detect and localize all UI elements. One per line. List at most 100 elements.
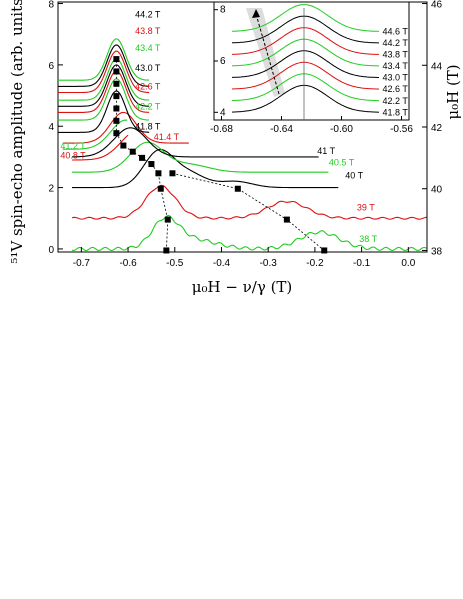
peak-marker-1 bbox=[164, 216, 171, 223]
peak-marker-13 bbox=[113, 80, 120, 87]
spectrum-line-44-2-T bbox=[58, 44, 150, 87]
y-tick-label-2: 4 bbox=[48, 122, 54, 133]
y-axis-title: ⁵¹V spin-echo amplitude (arb. units) bbox=[8, 0, 26, 264]
inset-spectrum-line-3 bbox=[232, 50, 379, 78]
inset-series-group bbox=[231, 4, 380, 113]
series-label-11: 43.0 T bbox=[135, 63, 161, 73]
series-label-8: 41.8 T bbox=[135, 121, 161, 131]
spectrum-line-41-T bbox=[71, 127, 319, 158]
inset-series-label-5: 43.8 T bbox=[383, 50, 409, 60]
y-tick-label-1: 2 bbox=[48, 184, 54, 195]
y-tick-label-3: 6 bbox=[48, 61, 54, 72]
inset-plot: 41.8 T42.2 T 42.6 T43.0 T 43.4 T43.8 T 44.2… bbox=[210, 1, 413, 135]
x-tick-label-0: -0.7 bbox=[73, 258, 91, 269]
peak-marker-18 bbox=[321, 247, 328, 254]
peak-marker-3 bbox=[155, 170, 162, 177]
y2-tick-label-3: 44 bbox=[431, 61, 443, 72]
peak-marker-4 bbox=[169, 170, 176, 177]
inset-series-label-0: 41.8 T bbox=[383, 107, 409, 117]
inset-spectrum-line-0 bbox=[231, 84, 380, 113]
y2-tick-label-0: 38 bbox=[431, 246, 443, 257]
y2-tick-label-4: 46 bbox=[431, 0, 443, 11]
x-tick-label-7: 0.0 bbox=[401, 258, 415, 269]
series-labels: 38 T 39 T 40 T 40.5 T 40.8 T 41 T 41.2 T 41.4 T… bbox=[60, 0, 377, 244]
inset-y-tick-label-2: 8 bbox=[220, 5, 226, 16]
peak-marker-10 bbox=[113, 117, 120, 124]
inset-series-label-7: 44.6 T bbox=[383, 27, 409, 37]
spectrum-line-42-6-T bbox=[58, 70, 150, 113]
series-label-2: 40 T bbox=[345, 170, 363, 180]
series-label-14: 44.2 T bbox=[135, 9, 161, 19]
x-axis-title: μ₀H − ν/γ (T) bbox=[192, 278, 293, 296]
y-tick-label-0: 0 bbox=[48, 245, 54, 256]
inset-x-tick-label-1: -0.64 bbox=[270, 124, 293, 135]
x-tick-label-5: -0.2 bbox=[306, 258, 324, 269]
inset-shift-arrow bbox=[252, 9, 280, 95]
y-axis-ticks: 0 2 4 6 8 bbox=[48, 0, 63, 256]
series-label-13: 43.8 T bbox=[135, 26, 161, 36]
series-label-7: 41.4 T bbox=[154, 132, 180, 142]
x-tick-label-4: -0.3 bbox=[260, 258, 278, 269]
inset-y-tick-label-0: 4 bbox=[220, 107, 226, 118]
inset-spectrum-line-7 bbox=[231, 4, 379, 32]
peak-markers bbox=[113, 56, 328, 254]
spectrum-line-40-5-T bbox=[72, 141, 329, 173]
spectrum-line-40-8-T bbox=[72, 134, 129, 161]
series-label-10: 42.6 T bbox=[135, 81, 161, 91]
spectrum-line-43-0-T bbox=[58, 64, 150, 107]
inset-y-tick-label-1: 6 bbox=[220, 56, 226, 67]
peak-marker-5 bbox=[148, 161, 155, 168]
peak-marker-0 bbox=[163, 247, 170, 254]
inset-series-label-1: 42.2 T bbox=[383, 96, 409, 106]
series-label-5: 41 T bbox=[317, 146, 335, 156]
x-tick-label-2: -0.5 bbox=[166, 258, 184, 269]
peak-marker-8 bbox=[120, 142, 127, 149]
spectrum-line-41-8-T bbox=[58, 90, 150, 133]
spectrum-line-42-2-T bbox=[58, 78, 150, 121]
peak-marker-2 bbox=[157, 185, 164, 192]
peak-marker-15 bbox=[113, 56, 120, 63]
inset-series-label-4: 43.4 T bbox=[383, 61, 409, 71]
peak-marker-17 bbox=[283, 216, 290, 223]
peak-marker-12 bbox=[113, 93, 120, 100]
marker-connector-1 bbox=[172, 172, 325, 251]
inset-spectrum-line-1 bbox=[232, 73, 379, 102]
y2-tick-label-2: 42 bbox=[431, 123, 443, 134]
inset-x-tick-label-2: -0.60 bbox=[330, 124, 353, 135]
spectrum-line-41-4-T bbox=[62, 111, 189, 144]
inset-series-label-6: 44.2 T bbox=[383, 38, 409, 48]
inset-spectrum-line-2 bbox=[231, 61, 380, 90]
series-label-0: 38 T bbox=[359, 234, 377, 244]
series-label-9: 42.2 T bbox=[135, 101, 161, 111]
peak-marker-7 bbox=[129, 148, 136, 155]
x-axis-ticks: -0.7 -0.6 -0.5 -0.4 -0.3 -0.2 -0.1 0.0 bbox=[73, 247, 416, 269]
main-series-group bbox=[58, 38, 427, 252]
spectrum-line-44-6-T bbox=[58, 38, 150, 81]
inset-spectrum-line-5 bbox=[231, 27, 379, 55]
inset-frame bbox=[213, 1, 410, 121]
inset-series-labels: 41.8 T42.2 T 42.6 T43.0 T 43.4 T43.8 T 44.2… bbox=[383, 27, 409, 118]
inset-x-tick-label-3: -0.56 bbox=[390, 124, 413, 135]
inset-shaded-arrow-band bbox=[246, 8, 285, 97]
series-label-1: 39 T bbox=[357, 203, 375, 213]
x-tick-label-3: -0.4 bbox=[213, 258, 231, 269]
peak-marker-14 bbox=[113, 68, 120, 75]
inset-series-label-3: 43.0 T bbox=[383, 73, 409, 83]
spectrum-line-43-4-T bbox=[58, 58, 150, 101]
series-label-3: 40.5 T bbox=[329, 157, 355, 167]
peak-marker-6 bbox=[139, 154, 146, 161]
x-tick-label-1: -0.6 bbox=[119, 258, 137, 269]
right-axis-ticks: 38 40 42 44 46 bbox=[422, 0, 443, 257]
series-label-15: 44.6 T bbox=[135, 0, 161, 1]
series-label-12: 43.4 T bbox=[135, 43, 161, 53]
x-tick-label-6: -0.1 bbox=[353, 258, 371, 269]
spectrum-line-39-T bbox=[71, 184, 427, 220]
peak-marker-9 bbox=[113, 130, 120, 137]
inset-x-ticks: -0.68 -0.64 -0.60 -0.56 bbox=[210, 116, 413, 135]
inset-y-ticks: 4 6 8 bbox=[214, 5, 226, 118]
series-label-6: 41.2 T bbox=[60, 141, 86, 151]
spectrum-line-43-8-T bbox=[58, 50, 150, 94]
inset-x-tick-label-0: -0.68 bbox=[210, 124, 233, 135]
nmr-spectra-figure: 38 T 39 T 40 T 40.5 T 40.8 T 41 T 41.2 T 41.4 T… bbox=[8, 0, 462, 296]
series-label-4: 40.8 T bbox=[60, 150, 86, 160]
